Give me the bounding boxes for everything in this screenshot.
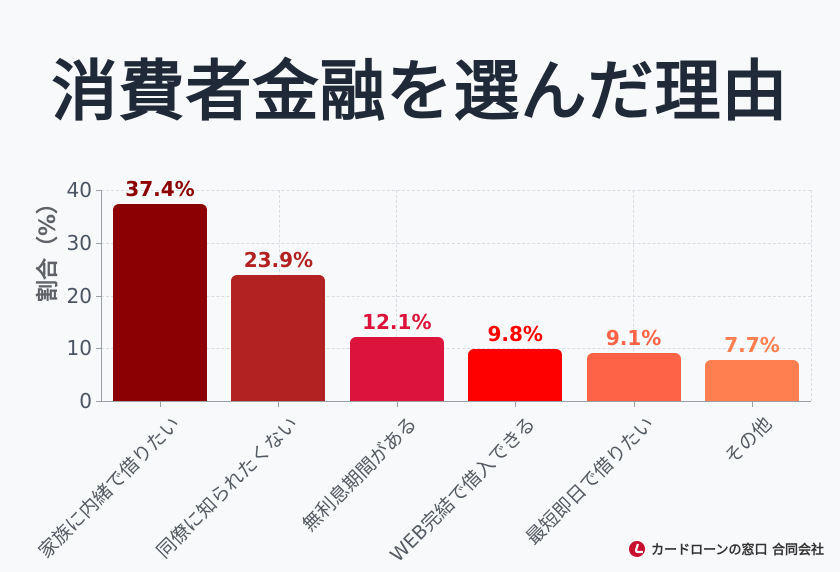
- y-tick-mark: [96, 348, 101, 350]
- grid-line-horizontal: [101, 190, 811, 191]
- y-tick-label: 10: [66, 336, 92, 361]
- bar-value-label: 9.8%: [487, 322, 543, 347]
- grid-line-horizontal: [101, 242, 811, 244]
- x-tick-mark: [633, 401, 635, 407]
- grid-line-vertical: [811, 190, 812, 401]
- x-tick-mark: [752, 401, 753, 407]
- y-axis-line: [101, 190, 102, 401]
- chart-title: 消費者金融を選んだ理由: [51, 53, 789, 130]
- grid-line-vertical: [396, 190, 397, 401]
- credit: カードローンの窓口 合同会社: [629, 539, 824, 558]
- bar-value-label: 37.4%: [125, 176, 195, 201]
- bar: [586, 353, 681, 401]
- grid-line-horizontal: [101, 348, 811, 350]
- x-tick-mark: [396, 401, 398, 407]
- bar: [468, 349, 563, 401]
- y-tick-mark: [96, 295, 101, 297]
- x-axis-line: [101, 401, 811, 402]
- bar: [113, 203, 207, 401]
- y-tick-mark: [96, 242, 101, 244]
- y-tick-label: 0: [79, 389, 92, 413]
- bar: [705, 360, 799, 401]
- y-tick-label: 40: [66, 178, 92, 202]
- x-tick-label: 最短即日で借りたい: [521, 412, 658, 550]
- grid-line-vertical: [633, 190, 634, 401]
- y-tick-mark: [96, 190, 101, 191]
- bar-value-label: 23.9%: [243, 247, 314, 272]
- credit-text: カードローンの窓口 合同会社: [651, 543, 824, 558]
- grid-line-horizontal: [101, 295, 811, 297]
- bar: [349, 337, 444, 401]
- y-tick-label: 30: [66, 230, 92, 255]
- bar-value-label: 7.7%: [724, 333, 780, 358]
- bar-value-label: 12.1%: [362, 310, 432, 335]
- logo-icon: [629, 540, 646, 557]
- bar-value-label: 9.1%: [605, 325, 662, 350]
- y-tick-mark: [96, 401, 101, 402]
- x-tick-label: 無利息期間がある: [298, 412, 422, 536]
- y-tick-label: 20: [66, 283, 92, 308]
- bar: [231, 274, 326, 401]
- x-tick-label: その他: [720, 412, 777, 469]
- x-tick-mark: [515, 401, 517, 407]
- x-tick-mark: [278, 401, 280, 407]
- x-tick-mark: [160, 401, 161, 407]
